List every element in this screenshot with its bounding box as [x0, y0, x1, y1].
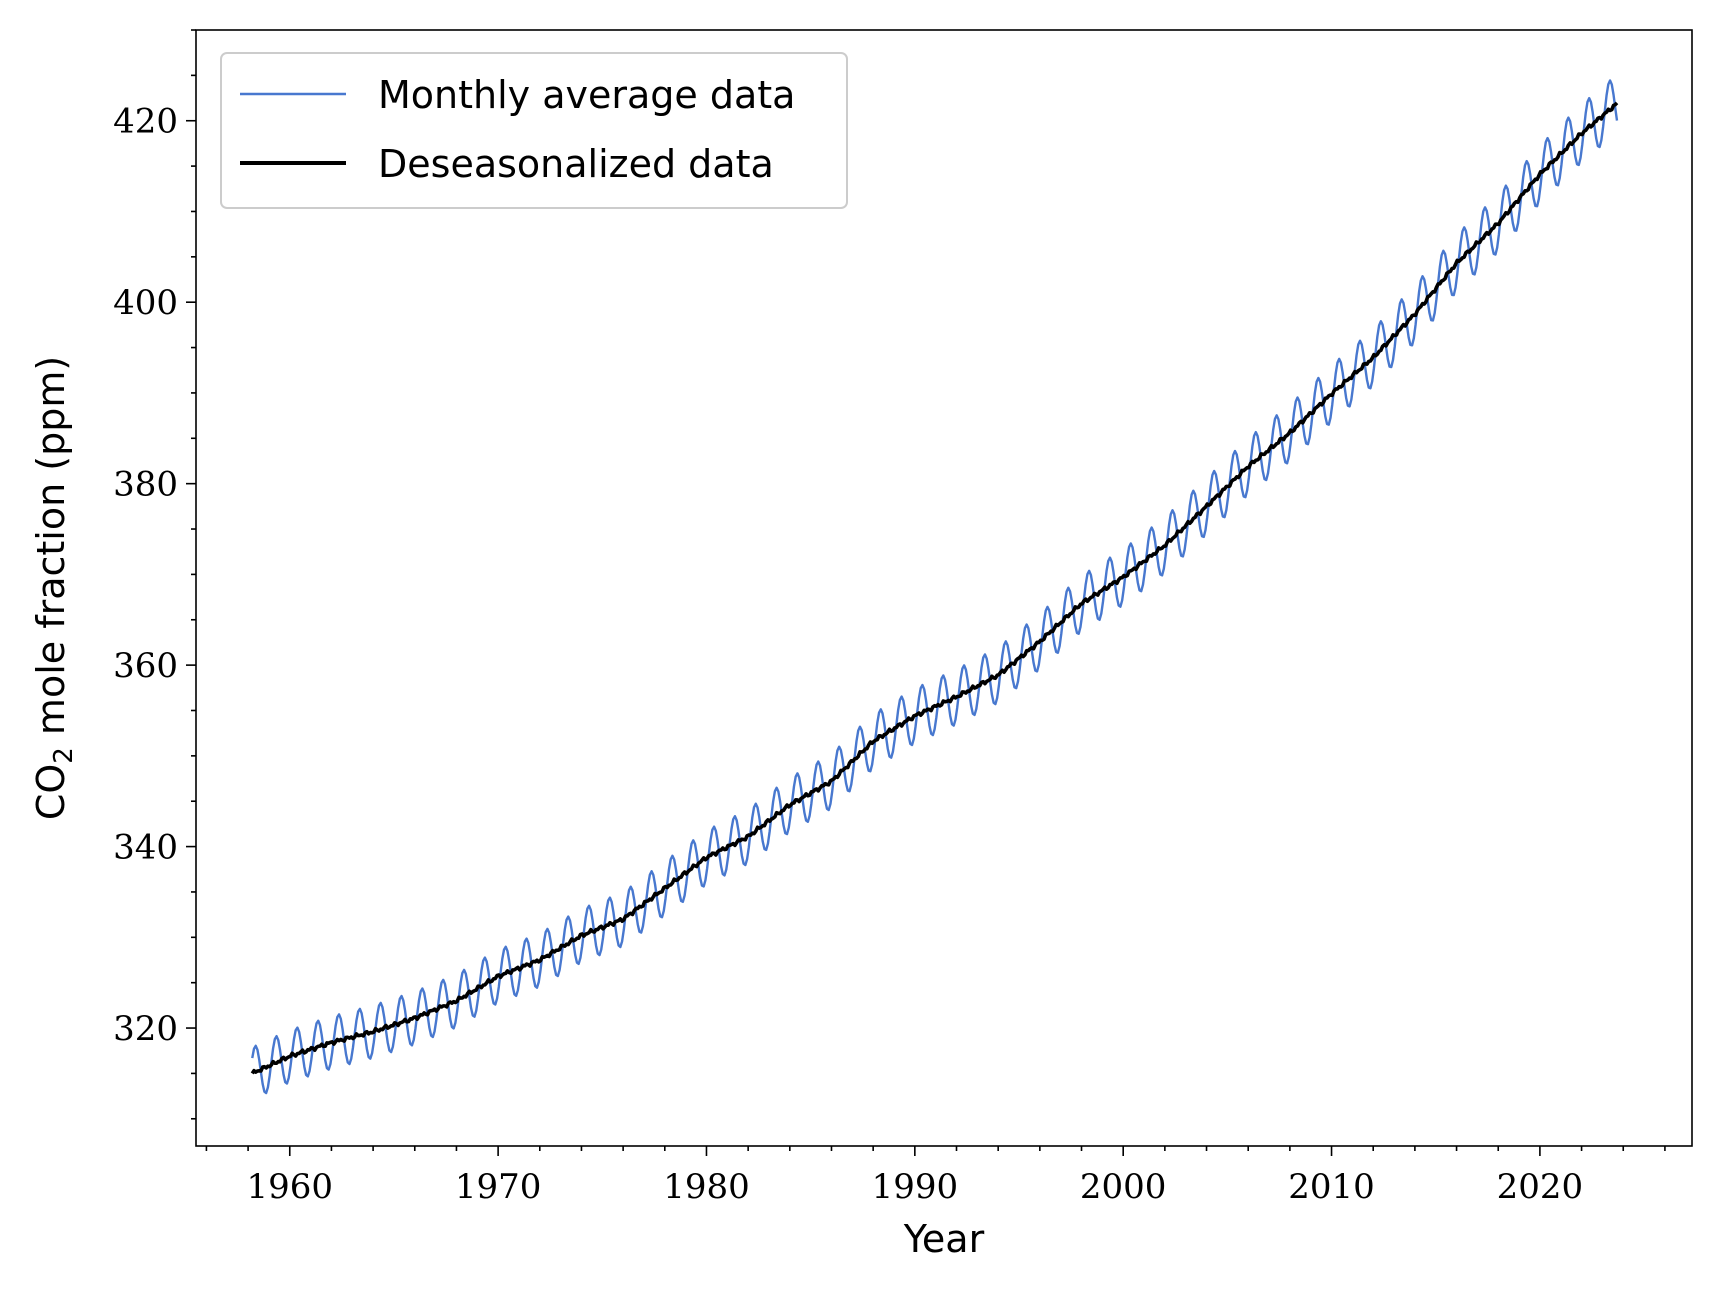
y-tick-label: 360 [113, 646, 178, 686]
x-tick-label: 1990 [872, 1167, 959, 1207]
legend-label-monthly: Monthly average data [378, 73, 795, 117]
y-axis-label-subscript: 2 [49, 747, 79, 764]
x-tick-label: 1970 [455, 1167, 542, 1207]
x-axis: 1960 1970 1980 1990 2000 2010 2020 [205, 1146, 1666, 1207]
x-tick-label: 2020 [1497, 1167, 1584, 1207]
y-tick-label: 420 [113, 102, 178, 142]
y-tick-label: 400 [113, 283, 178, 323]
plot-frame [195, 29, 1693, 1147]
legend: Monthly average data Deseasonalized data [220, 52, 848, 209]
y-tick-label: 340 [113, 828, 178, 868]
x-axis-label: Year [903, 1217, 985, 1261]
y-axis-label: CO2 mole fraction (ppm) [29, 356, 79, 820]
legend-label-deseasonalized: Deseasonalized data [378, 142, 774, 186]
x-tick-label: 1960 [246, 1167, 333, 1207]
legend-box [220, 52, 848, 209]
x-tick-label: 2010 [1288, 1167, 1375, 1207]
plot-area [195, 29, 1693, 1147]
series-layer [250, 79, 1619, 1095]
y-axis-label-rest: mole fraction (ppm) [29, 356, 73, 747]
y-tick-label: 320 [113, 1009, 178, 1049]
y-axis-label-main: CO [29, 764, 73, 820]
x-tick-label: 1980 [663, 1167, 750, 1207]
series-deseasonalized-line [250, 101, 1619, 1075]
x-tick-label: 2000 [1080, 1167, 1167, 1207]
series-monthly-average-line [251, 79, 1619, 1095]
y-tick-label: 380 [113, 465, 178, 505]
y-axis: 320 340 360 380 400 420 [113, 29, 196, 1120]
